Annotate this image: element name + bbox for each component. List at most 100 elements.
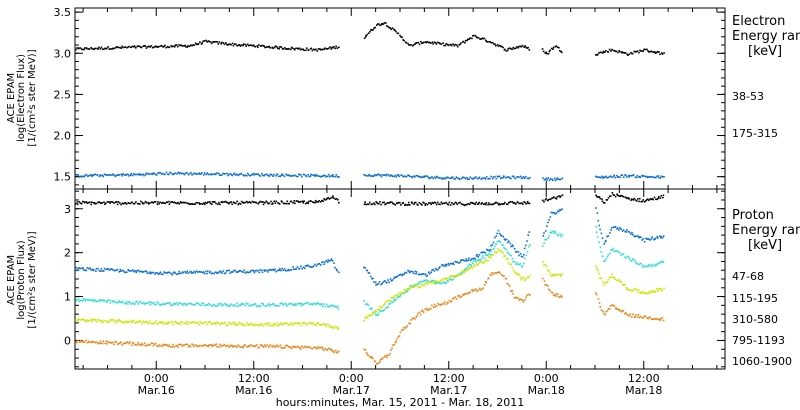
bottom-point-795-1193 bbox=[519, 276, 522, 278]
bottom-point-1060-1900 bbox=[115, 341, 118, 343]
bottom-point-310-580 bbox=[274, 304, 276, 307]
bottom-point-115-195 bbox=[108, 269, 111, 271]
bottom-point-1060-1900 bbox=[541, 277, 544, 280]
bottom-point-795-1193 bbox=[546, 265, 548, 268]
bottom-point-795-1193 bbox=[279, 323, 282, 326]
bottom-point-795-1193 bbox=[105, 319, 107, 322]
bottom-point-310-580 bbox=[230, 303, 232, 305]
bottom-point-310-580 bbox=[317, 302, 319, 304]
top-point-175-315 bbox=[468, 178, 470, 181]
bottom-point-47-68 bbox=[543, 200, 545, 203]
bottom-point-795-1193 bbox=[443, 277, 446, 280]
bottom-point-47-68 bbox=[143, 202, 145, 205]
bottom-point-47-68 bbox=[458, 202, 460, 204]
bottom-point-795-1193 bbox=[498, 249, 501, 252]
bottom-point-47-68 bbox=[639, 197, 641, 200]
bottom-point-795-1193 bbox=[282, 323, 285, 326]
top-point-38-53 bbox=[489, 41, 492, 43]
bottom-point-1060-1900 bbox=[287, 345, 290, 348]
bottom-point-310-580 bbox=[505, 248, 508, 251]
bottom-point-1060-1900 bbox=[555, 295, 558, 297]
bottom-point-795-1193 bbox=[83, 318, 86, 321]
bottom-point-115-195 bbox=[232, 270, 235, 272]
top-point-38-53 bbox=[434, 42, 437, 44]
bottom-point-47-68 bbox=[191, 203, 193, 205]
bottom-point-115-195 bbox=[378, 281, 381, 283]
bottom-point-795-1193 bbox=[261, 323, 264, 325]
bottom-point-47-68 bbox=[512, 202, 515, 204]
bottom-point-310-580 bbox=[128, 301, 130, 303]
top-point-175-315 bbox=[145, 173, 147, 176]
bottom-point-115-195 bbox=[476, 253, 478, 256]
bottom-point-47-68 bbox=[183, 201, 186, 204]
bottom-point-115-195 bbox=[184, 270, 186, 273]
top-point-38-53 bbox=[639, 49, 641, 52]
bottom-point-47-68 bbox=[506, 203, 508, 205]
top-point-175-315 bbox=[402, 175, 404, 178]
bottom-point-310-580 bbox=[472, 260, 475, 262]
bottom-point-1060-1900 bbox=[499, 272, 502, 275]
bottom-point-1060-1900 bbox=[219, 345, 222, 348]
top-point-175-315 bbox=[520, 177, 523, 180]
bottom-point-1060-1900 bbox=[653, 317, 656, 320]
bottom-point-47-68 bbox=[290, 200, 293, 203]
bottom-point-310-580 bbox=[236, 302, 238, 305]
bottom-point-1060-1900 bbox=[518, 299, 521, 301]
bottom-point-795-1193 bbox=[481, 261, 483, 264]
bottom-point-115-195 bbox=[129, 270, 131, 272]
bottom-point-1060-1900 bbox=[266, 344, 269, 346]
bottom-point-310-580 bbox=[661, 260, 664, 263]
bottom-point-1060-1900 bbox=[457, 295, 459, 297]
bottom-point-310-580 bbox=[299, 302, 301, 305]
bottom-point-1060-1900 bbox=[166, 344, 168, 346]
bottom-point-1060-1900 bbox=[631, 316, 633, 318]
bottom-point-115-195 bbox=[179, 272, 181, 275]
bottom-point-795-1193 bbox=[376, 308, 379, 311]
bottom-point-47-68 bbox=[115, 201, 118, 203]
bottom-point-795-1193 bbox=[224, 322, 226, 324]
top-point-38-53 bbox=[280, 46, 282, 48]
bottom-point-47-68 bbox=[656, 198, 659, 201]
top-point-175-315 bbox=[90, 174, 93, 176]
top-point-175-315 bbox=[627, 175, 630, 177]
top-point-38-53 bbox=[373, 27, 376, 29]
bottom-point-310-580 bbox=[390, 301, 393, 304]
bottom-point-115-195 bbox=[102, 270, 105, 272]
top-point-175-315 bbox=[542, 177, 544, 179]
bottom-point-310-580 bbox=[367, 304, 370, 307]
bottom-point-47-68 bbox=[406, 204, 408, 206]
bottom-point-1060-1900 bbox=[595, 292, 597, 294]
bottom-point-1060-1900 bbox=[299, 348, 302, 350]
bottom-point-1060-1900 bbox=[225, 345, 228, 348]
bottom-point-795-1193 bbox=[181, 321, 183, 323]
bottom-point-47-68 bbox=[443, 202, 446, 204]
top-point-38-53 bbox=[220, 43, 222, 45]
bottom-point-795-1193 bbox=[241, 323, 244, 325]
top-point-175-315 bbox=[79, 175, 82, 178]
bottom-point-310-580 bbox=[561, 234, 564, 236]
bottom-point-795-1193 bbox=[451, 275, 453, 277]
bottom-point-310-580 bbox=[292, 304, 294, 306]
bottom-point-115-195 bbox=[274, 268, 276, 271]
bottom-point-115-195 bbox=[98, 270, 101, 272]
bottom-point-1060-1900 bbox=[140, 342, 143, 345]
top-point-38-53 bbox=[93, 48, 95, 50]
bottom-point-1060-1900 bbox=[621, 309, 623, 312]
bottom-point-115-195 bbox=[111, 268, 113, 270]
bottom-point-115-195 bbox=[269, 268, 272, 271]
bottom-point-47-68 bbox=[250, 202, 252, 204]
bottom-point-47-68 bbox=[267, 202, 269, 205]
bottom-point-1060-1900 bbox=[138, 344, 141, 346]
top-point-38-53 bbox=[238, 44, 241, 46]
top-point-38-53 bbox=[450, 44, 453, 47]
top-point-175-315 bbox=[526, 177, 529, 180]
bottom-point-47-68 bbox=[198, 202, 200, 204]
bottom-point-47-68 bbox=[293, 200, 295, 202]
bottom-point-310-580 bbox=[600, 251, 603, 253]
top-point-38-53 bbox=[391, 27, 394, 29]
bottom-point-310-580 bbox=[650, 264, 653, 266]
bottom-point-795-1193 bbox=[143, 321, 146, 324]
bottom-point-47-68 bbox=[373, 202, 375, 205]
bottom-point-1060-1900 bbox=[491, 272, 493, 274]
bottom-point-115-195 bbox=[140, 270, 142, 273]
